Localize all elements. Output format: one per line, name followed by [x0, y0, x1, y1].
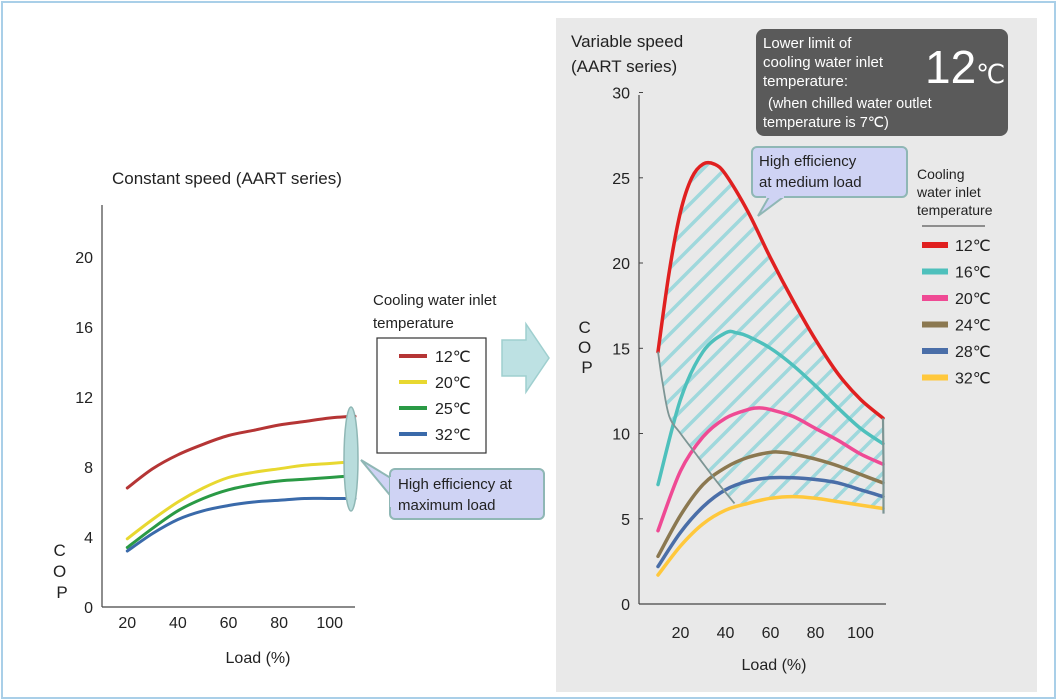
left-x-axis-label: Load (%)	[226, 650, 291, 667]
left-series-line	[125, 474, 357, 549]
right-series-line	[656, 329, 885, 487]
left-legend-box	[376, 337, 487, 454]
left-y-axis-label: C O P	[53, 541, 71, 602]
hatch-line	[98, 140, 578, 620]
right-legend-label: 20℃	[955, 291, 991, 308]
right-legend-label: 16℃	[955, 265, 991, 282]
left-y-tick-label: 12	[75, 390, 93, 407]
hatch-line	[0, 140, 336, 620]
right-series-line	[656, 160, 885, 420]
region-boundary-right	[881, 418, 885, 514]
right-legend-title: Cooling water inlet temperature	[916, 166, 993, 218]
hatch-line	[0, 140, 270, 620]
left-series-line	[125, 460, 357, 541]
left-y-tick-label: 0	[84, 600, 93, 617]
left-chart-title: Constant speed (AART series)	[112, 169, 342, 188]
left-legend-label: 20℃	[435, 375, 471, 392]
right-callout-box	[751, 146, 908, 198]
right-y-tick-label: 5	[621, 512, 630, 529]
left-max-load-ellipse	[343, 406, 359, 512]
hatch-line	[658, 162, 778, 509]
right-x-tick-label: 20	[672, 625, 690, 642]
left-x-tick-label: 100	[316, 615, 343, 632]
hatch-line	[658, 162, 884, 509]
left-legend-title-line2: temperature	[373, 315, 454, 332]
info-box-value: 12℃	[925, 41, 1005, 93]
hatch-line	[1044, 140, 1057, 620]
right-x-tick-label: 80	[807, 625, 825, 642]
hatch-line	[658, 162, 822, 509]
left-legend-label: 12℃	[435, 349, 471, 366]
right-series-line	[656, 406, 885, 533]
left-y-tick-label: 16	[75, 320, 93, 337]
left-y-tick-label: 8	[84, 460, 93, 477]
left-callout-text: High efficiency at maximum load	[398, 476, 516, 514]
left-legend-label: 25℃	[435, 401, 471, 418]
right-y-tick-label: 20	[612, 256, 630, 273]
right-series-line	[656, 475, 885, 569]
right-chart-title: Variable speed (AART series)	[571, 32, 688, 76]
lower-limit-info-box	[756, 29, 1008, 136]
left-x-tick-label: 40	[169, 615, 187, 632]
hatch-line	[0, 140, 292, 620]
right-y-axis-label: C O P	[578, 318, 596, 377]
right-x-tick-label: 60	[762, 625, 780, 642]
left-series-line	[125, 414, 357, 490]
right-y-tick-label: 25	[612, 171, 630, 188]
hatch-line	[658, 162, 884, 509]
hatch-line	[0, 140, 248, 620]
hatch-line	[0, 140, 314, 620]
right-legend-label: 24℃	[955, 318, 991, 335]
right-callout-text: High efficiency at medium load	[759, 153, 862, 191]
left-legend-title-line1: Cooling water inlet	[373, 292, 497, 309]
right-y-tick-label: 30	[612, 86, 630, 103]
hatch-line	[658, 162, 884, 509]
left-legend-label: 32℃	[435, 427, 471, 444]
info-box-note: (when chilled water outlet temperature i…	[763, 96, 936, 131]
hatch-line	[0, 140, 226, 620]
hatch-line	[658, 162, 884, 509]
left-x-tick-label: 20	[118, 615, 136, 632]
left-y-tick-label: 4	[84, 530, 93, 547]
transition-arrow	[501, 321, 550, 395]
right-x-tick-label: 100	[847, 625, 874, 642]
hatch-line	[0, 140, 160, 620]
right-legend-label: 12℃	[955, 238, 991, 255]
right-legend-label: 32℃	[955, 371, 991, 388]
right-y-tick-label: 15	[612, 341, 630, 358]
region-boundary-left	[657, 351, 736, 504]
hatch-line	[658, 162, 884, 509]
left-x-tick-label: 80	[270, 615, 288, 632]
info-box-text: Lower limit of cooling water inlet tempe…	[763, 35, 887, 90]
left-series-line	[125, 496, 357, 553]
right-legend-label: 28℃	[955, 344, 991, 361]
right-x-axis-label: Load (%)	[742, 657, 807, 674]
left-y-tick-label: 20	[75, 250, 93, 267]
left-x-tick-label: 60	[220, 615, 238, 632]
hatch-line	[658, 162, 800, 509]
right-y-tick-label: 10	[612, 427, 630, 444]
right-series-line	[656, 494, 885, 577]
right-x-tick-label: 40	[717, 625, 735, 642]
hatch-line	[0, 140, 182, 620]
right-series-line	[656, 450, 885, 559]
right-y-tick-label: 0	[621, 597, 630, 614]
